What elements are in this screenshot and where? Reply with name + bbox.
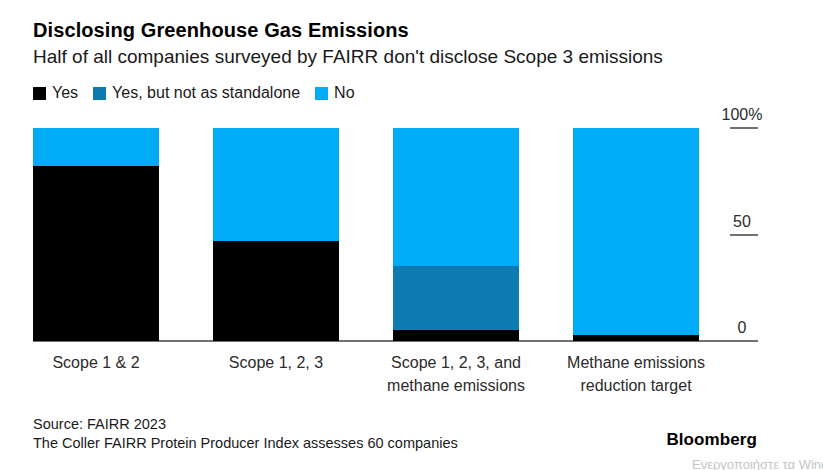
y-tick-label: 100% [712,106,772,124]
bar-segment [573,128,699,335]
bar-segment [33,128,159,166]
bar-segment [393,266,519,330]
legend-item: Yes, but not as standalone [93,84,300,102]
legend-swatch-icon [93,87,106,100]
legend-label: Yes [52,84,78,102]
bar-scope-1-2-3-and-methane-emissions [393,128,519,341]
bar-segment [573,335,699,341]
bar-methane-emissions-reduction-target [573,128,699,341]
bar-scope-1-2-3 [213,128,339,341]
bar-segment [393,128,519,266]
category-label-line: Scope 1, 2, 3, and [366,351,546,374]
category-label: Scope 1 & 2 [6,351,186,374]
category-label-line: methane emissions [366,374,546,397]
chart-title: Disclosing Greenhouse Gas Emissions [33,19,409,42]
category-label-line: Scope 1, 2, 3 [186,351,366,374]
y-tick-line [730,234,758,236]
category-label-line: Methane emissions [546,351,726,374]
category-label: Methane emissionsreduction target [546,351,726,397]
bloomberg-logo: Bloomberg [666,430,757,450]
legend-swatch-icon [33,87,46,100]
chart-card: { "header": { "title": "Disclosing Green… [0,0,823,470]
legend-item: Yes [33,84,78,102]
legend: Yes Yes, but not as standalone No [33,84,355,102]
legend-label: No [334,84,354,102]
y-tick-label: 50 [712,213,772,231]
bar-scope-1-2 [33,128,159,341]
legend-swatch-icon [315,87,328,100]
category-label-line: reduction target [546,374,726,397]
category-label: Scope 1, 2, 3, andmethane emissions [366,351,546,397]
plot-area: 100%500 [33,128,758,341]
chart-subtitle: Half of all companies surveyed by FAIRR … [33,46,663,68]
bar-segment [213,128,339,241]
bar-segment [213,241,339,341]
category-label-line: Scope 1 & 2 [6,351,186,374]
legend-item: No [315,84,354,102]
source-line: The Coller FAIRR Protein Producer Index … [33,434,458,453]
y-tick-label: 0 [712,319,772,337]
source-note: Source: FAIRR 2023 The Coller FAIRR Prot… [33,415,458,453]
source-line: Source: FAIRR 2023 [33,415,458,434]
category-label: Scope 1, 2, 3 [186,351,366,374]
bar-segment [33,166,159,341]
legend-label: Yes, but not as standalone [112,84,300,102]
bar-segment [393,330,519,341]
y-tick-line [730,127,758,129]
watermark-fragment: Ενεργοποιήστε τα Windows [692,457,823,470]
